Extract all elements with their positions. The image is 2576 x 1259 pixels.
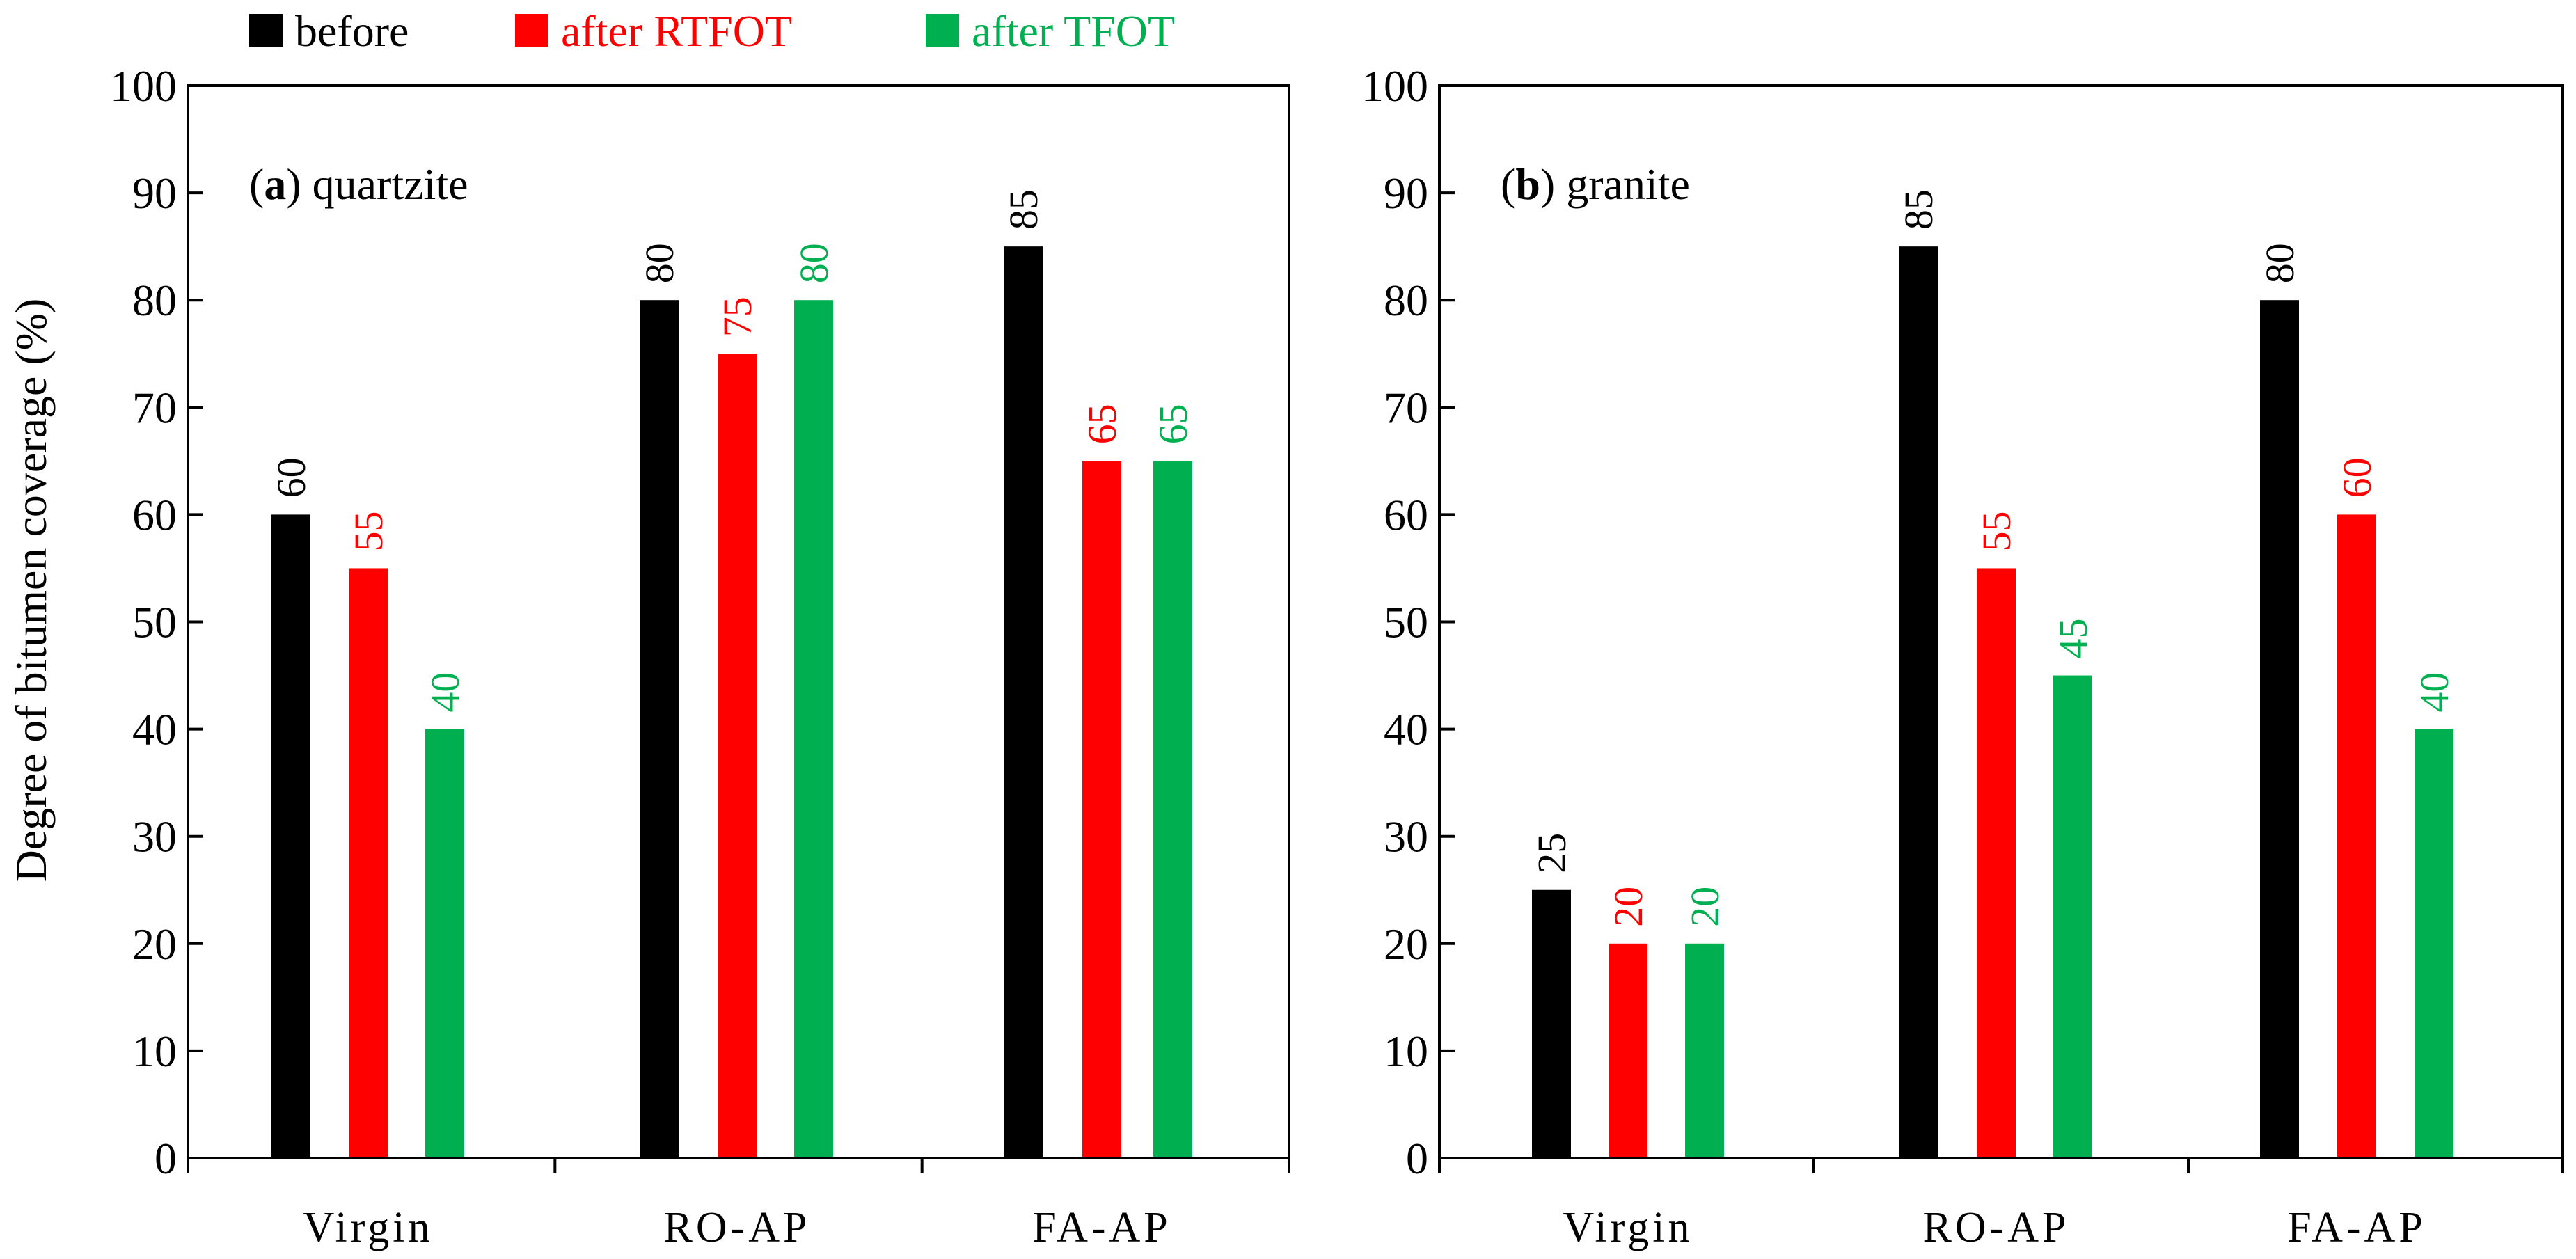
- y-tick-label-a-30: 30: [132, 812, 177, 862]
- y-axis-title-group: Degree of bitumen coverage (%): [6, 299, 56, 882]
- legend-swatch-tfot: [926, 14, 959, 47]
- panel-title-letter: b: [1515, 159, 1540, 209]
- y-tick-label-b-20: 20: [1384, 919, 1428, 969]
- y-tick-label-b-50: 50: [1384, 598, 1428, 647]
- legend-label-tfot: after TFOT: [972, 6, 1175, 56]
- panel-title-b: (b) granite: [1501, 159, 1690, 209]
- x-category-label-a-virgin: Virgin: [303, 1204, 433, 1251]
- x-category-label-a-fa-ap: FA-AP: [1032, 1204, 1171, 1251]
- bar-a-rtfot-virgin: [349, 568, 388, 1158]
- data-label-a-tfot-ro-ap: 80: [791, 243, 837, 283]
- legend-label-before: before: [295, 6, 409, 56]
- panel-a: 60 80 85 55 75 65 40 80 65 0 10 20 30 40 50 60 70 80 90 100…: [110, 61, 1290, 1251]
- data-label-b-rtfot-virgin: 20: [1606, 887, 1651, 927]
- bar-a-before-ro-ap: [640, 300, 679, 1159]
- bar-a-before-virgin: [271, 514, 310, 1158]
- data-label-a-tfot-virgin: 40: [422, 672, 468, 713]
- bar-a-rtfot-fa-ap: [1082, 461, 1121, 1158]
- y-tick-label-a-60: 60: [132, 490, 177, 539]
- y-tick-label-b-0: 0: [1406, 1134, 1428, 1183]
- y-tick-label-b-30: 30: [1384, 812, 1428, 862]
- y-tick-label-a-100: 100: [110, 61, 177, 111]
- bar-a-rtfot-ro-ap: [718, 354, 757, 1158]
- y-tick-label-a-50: 50: [132, 598, 177, 647]
- data-label-b-rtfot-fa-ap: 60: [2334, 457, 2380, 498]
- data-label-a-rtfot-ro-ap: 75: [715, 296, 760, 337]
- y-tick-label-b-100: 100: [1361, 61, 1428, 111]
- bar-b-before-fa-ap: [2260, 300, 2299, 1159]
- data-label-b-tfot-virgin: 20: [1682, 887, 1728, 927]
- y-tick-label-a-80: 80: [132, 276, 177, 325]
- y-tick-label-a-90: 90: [132, 168, 177, 218]
- data-label-b-tfot-fa-ap: 40: [2412, 672, 2457, 713]
- y-tick-label-b-40: 40: [1384, 705, 1428, 754]
- y-tick-label-a-0: 0: [155, 1134, 177, 1183]
- panel-b: 25 85 80 20 55 60 20 45 40 0 10 20 30 40 50 60 70 80 90 100…: [1361, 61, 2564, 1251]
- data-label-a-tfot-fa-ap: 65: [1151, 404, 1196, 444]
- y-tick-label-a-40: 40: [132, 705, 177, 754]
- bar-b-rtfot-fa-ap: [2337, 514, 2376, 1158]
- bar-b-tfot-ro-ap: [2053, 675, 2092, 1158]
- panel-title-letter: a: [264, 159, 286, 209]
- bar-b-before-ro-ap: [1899, 246, 1938, 1158]
- legend: before after RTFOT after TFOT: [249, 6, 1175, 56]
- bar-b-rtfot-ro-ap: [1977, 568, 2016, 1158]
- data-label-b-rtfot-ro-ap: 55: [1974, 511, 2019, 551]
- panel-title-a: (a) quartzite: [249, 159, 468, 209]
- legend-swatch-before: [249, 14, 283, 47]
- bar-b-tfot-virgin: [1685, 943, 1724, 1158]
- x-category-label-a-ro-ap: RO-AP: [663, 1204, 810, 1251]
- x-category-label-b-ro-ap: RO-AP: [1922, 1204, 2069, 1251]
- data-label-a-before-fa-ap: 85: [1001, 189, 1046, 230]
- y-tick-label-a-70: 70: [132, 383, 177, 432]
- bar-a-tfot-ro-ap: [794, 300, 833, 1159]
- bar-a-tfot-virgin: [425, 729, 464, 1158]
- bar-a-tfot-fa-ap: [1153, 461, 1192, 1158]
- y-tick-label-b-60: 60: [1384, 490, 1428, 539]
- x-category-label-b-virgin: Virgin: [1563, 1204, 1693, 1251]
- x-category-label-b-fa-ap: FA-AP: [2287, 1204, 2426, 1251]
- legend-swatch-rtfot: [515, 14, 548, 47]
- bar-b-rtfot-virgin: [1609, 943, 1647, 1158]
- bar-a-before-fa-ap: [1004, 246, 1043, 1158]
- y-tick-label-a-20: 20: [132, 919, 177, 969]
- data-label-b-tfot-ro-ap: 45: [2050, 619, 2096, 659]
- y-tick-label-b-90: 90: [1384, 168, 1428, 218]
- y-tick-label-b-80: 80: [1384, 276, 1428, 325]
- bar-b-tfot-fa-ap: [2415, 729, 2453, 1158]
- data-label-b-before-virgin: 25: [1529, 833, 1574, 873]
- data-label-a-rtfot-fa-ap: 65: [1080, 404, 1125, 444]
- data-label-a-before-ro-ap: 80: [637, 243, 682, 283]
- y-tick-label-b-10: 10: [1384, 1027, 1428, 1076]
- y-axis-title: Degree of bitumen coverage (%): [6, 299, 56, 882]
- data-label-a-before-virgin: 60: [269, 457, 314, 498]
- y-tick-label-a-10: 10: [132, 1027, 177, 1076]
- data-label-b-before-fa-ap: 80: [2257, 243, 2302, 283]
- bar-b-before-virgin: [1532, 889, 1571, 1158]
- y-tick-label-b-70: 70: [1384, 383, 1428, 432]
- panels: 6080855575654080650102030405060708090100…: [110, 61, 2564, 1251]
- data-label-b-before-ro-ap: 85: [1896, 189, 1941, 230]
- legend-label-rtfot: after RTFOT: [561, 6, 792, 56]
- data-label-a-rtfot-virgin: 55: [346, 511, 391, 551]
